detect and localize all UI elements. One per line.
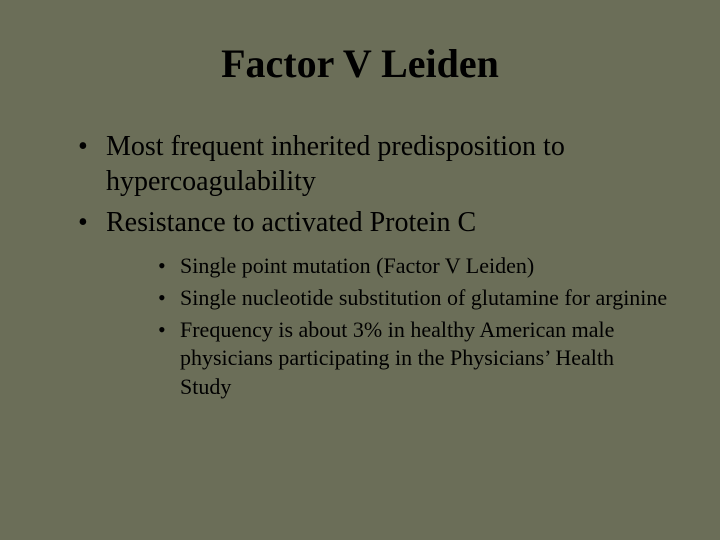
- list-item: Most frequent inherited predisposition t…: [78, 129, 670, 199]
- slide: Factor V Leiden Most frequent inherited …: [0, 0, 720, 540]
- list-item-text: Resistance to activated Protein C: [106, 207, 476, 238]
- bullet-list-level2: Single point mutation (Factor V Leiden) …: [106, 252, 670, 401]
- list-item: Single nucleotide substitution of glutam…: [158, 284, 670, 312]
- list-item: Single point mutation (Factor V Leiden): [158, 252, 670, 280]
- slide-title: Factor V Leiden: [50, 40, 670, 87]
- bullet-list-level1: Most frequent inherited predisposition t…: [50, 129, 670, 401]
- list-item: Frequency is about 3% in healthy America…: [158, 316, 670, 400]
- list-item: Resistance to activated Protein C Single…: [78, 205, 670, 401]
